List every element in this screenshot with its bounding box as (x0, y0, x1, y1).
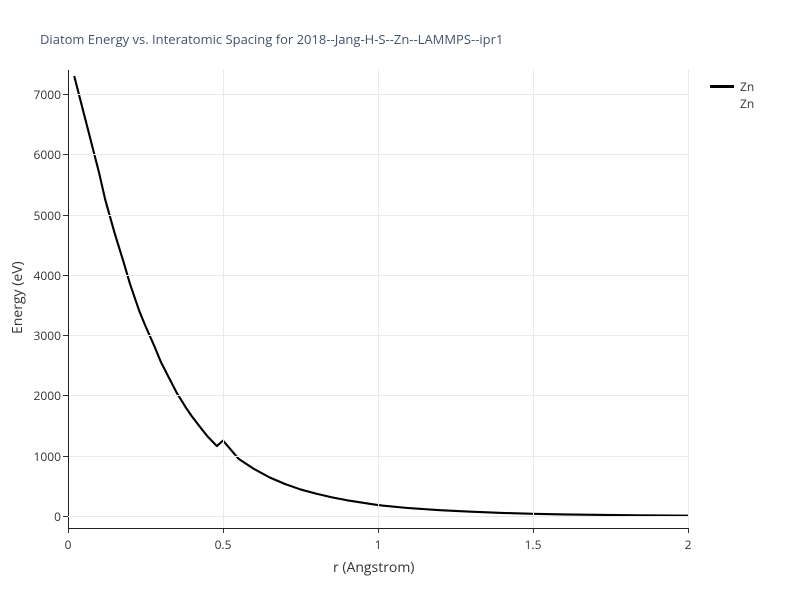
x-tick-label: 0 (53, 536, 83, 553)
legend-swatch (710, 85, 734, 88)
y-zero-line (68, 516, 688, 517)
y-tick-label: 3000 (23, 327, 61, 344)
chart-container: Diatom Energy vs. Interatomic Spacing fo… (0, 0, 800, 600)
y-tick-label: 0 (23, 508, 61, 525)
x-grid-line (223, 70, 224, 528)
y-tick-label: 4000 (23, 267, 61, 284)
x-tick-label: 0.5 (208, 536, 238, 553)
y-tick-label: 7000 (23, 86, 61, 103)
y-tick-label: 2000 (23, 387, 61, 404)
x-tick-label: 2 (673, 536, 703, 553)
x-grid-line (688, 70, 689, 528)
line-series-svg (0, 0, 800, 600)
x-tick-label: 1.5 (518, 536, 548, 553)
y-grid-line (68, 275, 688, 276)
y-grid-line (68, 215, 688, 216)
y-tick-label: 1000 (23, 448, 61, 465)
x-tick (688, 528, 689, 533)
x-grid-line (378, 70, 379, 528)
x-axis-label: r (Angstrom) (333, 558, 414, 577)
x-tick-label: 1 (363, 536, 393, 553)
y-grid-line (68, 94, 688, 95)
y-grid-line (68, 154, 688, 155)
series-line (74, 76, 688, 516)
y-grid-line (68, 395, 688, 396)
x-axis-line (68, 528, 688, 529)
y-grid-line (68, 335, 688, 336)
y-axis-line (68, 70, 69, 528)
y-tick-label: 6000 (23, 146, 61, 163)
x-grid-line (533, 70, 534, 528)
legend-label: Zn Zn (740, 78, 754, 112)
y-tick-label: 5000 (23, 207, 61, 224)
y-grid-line (68, 456, 688, 457)
